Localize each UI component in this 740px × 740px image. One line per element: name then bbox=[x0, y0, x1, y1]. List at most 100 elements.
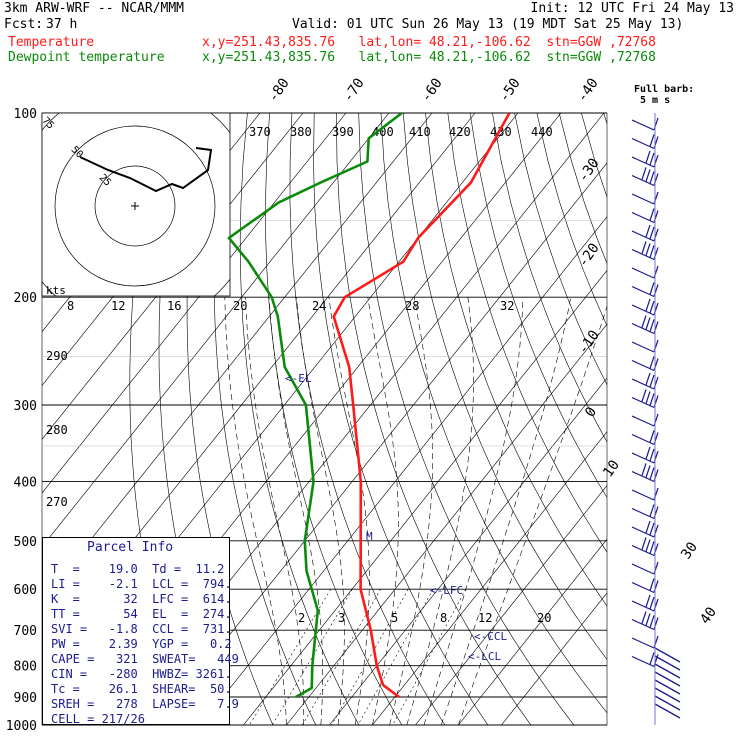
mixing-ratio-line bbox=[392, 589, 466, 725]
wind-barb bbox=[631, 285, 655, 298]
parcel-info-row: SREH = 278 LAPSE= 7.9 bbox=[51, 697, 239, 711]
mixing-ratio-line bbox=[357, 589, 434, 725]
hodograph-speed-tick: 24 bbox=[312, 299, 326, 313]
forecast-label: Fcst: bbox=[4, 17, 44, 32]
mixing-ratio-label: 5 bbox=[391, 611, 398, 625]
wind-barb-flag bbox=[649, 171, 655, 184]
wind-barb bbox=[631, 396, 655, 409]
wind-barb bbox=[631, 341, 655, 353]
parcel-info-row: CIN = -280 HWBZ= 3261. bbox=[51, 667, 232, 681]
isotherm-line bbox=[243, 270, 607, 725]
isotherm-line bbox=[157, 162, 607, 725]
barb-legend-title: Full barb: bbox=[634, 84, 694, 95]
hodograph-speed-tick: 20 bbox=[233, 299, 247, 313]
isotherm-line bbox=[200, 216, 607, 725]
wind-barb bbox=[654, 687, 681, 703]
parcel-info-row: CAPE = 321 SWEAT= 449 bbox=[51, 652, 239, 666]
moist-adiabat-line bbox=[367, 297, 399, 725]
dry-adiabat-line bbox=[289, 113, 446, 725]
moist-adiabat-grid bbox=[224, 297, 607, 725]
wind-barb-flag bbox=[649, 596, 655, 610]
parcel-level-annotation: <-LCL bbox=[468, 650, 501, 663]
mixing-ratio-line bbox=[272, 589, 353, 725]
wind-barb bbox=[631, 637, 655, 649]
dry-adiabat-line bbox=[558, 113, 607, 265]
isotherm-label: -30 bbox=[575, 155, 603, 185]
isotherm-label: -80 bbox=[265, 75, 293, 105]
parcel-info-title: Parcel Info bbox=[87, 540, 174, 555]
pressure-tick-label: 400 bbox=[14, 475, 37, 490]
hodograph-speed-tick: 12 bbox=[111, 299, 125, 313]
wind-barb-flag bbox=[645, 243, 651, 256]
pressure-tick-label: 800 bbox=[14, 660, 37, 675]
dry-adiabat-line bbox=[239, 113, 360, 725]
wind-barb bbox=[631, 618, 655, 631]
dry-adiabat-line bbox=[492, 113, 607, 443]
hodograph-box bbox=[41, 112, 231, 297]
wind-barb bbox=[631, 544, 655, 557]
parcel-info-row: CELL = 217/26 bbox=[51, 712, 145, 726]
wind-barb-flag bbox=[645, 169, 651, 182]
wind-barb-flag bbox=[645, 372, 651, 386]
parcel-info-row: TT = 54 EL = 274. bbox=[51, 607, 232, 621]
dewpoint-legend: Dewpoint temperature bbox=[8, 50, 165, 65]
dry-adiabat-line bbox=[313, 113, 489, 725]
init-time: Init: 12 UTC Fri 24 May 13 bbox=[530, 1, 735, 16]
dry-adiabat-line bbox=[626, 113, 740, 725]
wind-barb-flag bbox=[645, 594, 651, 608]
barb-legend-units: 5 m s bbox=[640, 95, 670, 106]
parcel-info-row: PW = 2.39 YGP = 0.2 bbox=[51, 637, 232, 651]
isotherm-line bbox=[42, 113, 347, 494]
wind-barb-flag bbox=[649, 504, 655, 517]
isotherm-line bbox=[42, 113, 433, 601]
wind-barb-flag bbox=[645, 613, 651, 626]
isotherm-line bbox=[501, 592, 607, 725]
wind-barb bbox=[631, 581, 655, 594]
wind-barb-flag bbox=[645, 317, 651, 330]
wind-barb-flag bbox=[641, 463, 647, 476]
potential-temperature-label: 290 bbox=[46, 349, 68, 363]
wind-barb-flag bbox=[641, 315, 647, 328]
wind-barb bbox=[631, 507, 655, 520]
isotherm-label: -40 bbox=[574, 75, 602, 105]
wind-barb-flag bbox=[641, 611, 647, 624]
isotherm-line bbox=[372, 431, 607, 725]
parcel-level-annotation: <-LFC bbox=[430, 584, 463, 597]
isotherm-label: -60 bbox=[418, 75, 446, 105]
wind-barb bbox=[631, 563, 655, 575]
pressure-tick-label: 500 bbox=[14, 535, 37, 550]
isotherm-label: 10 bbox=[600, 457, 623, 480]
moist-adiabat-line bbox=[406, 297, 474, 725]
hodograph-ring-25 bbox=[94, 165, 176, 247]
potential-temperature-label: 280 bbox=[46, 423, 68, 437]
isotherm-line bbox=[42, 113, 390, 548]
wind-barb-flag bbox=[649, 245, 655, 258]
dry-adiabat-line bbox=[358, 113, 575, 725]
wind-barb bbox=[631, 137, 655, 150]
wind-barb-flag bbox=[649, 578, 655, 591]
wind-barbs bbox=[631, 117, 681, 719]
forecast-hours: 37 h bbox=[46, 17, 78, 32]
wind-barb-flag bbox=[645, 150, 651, 164]
wind-barb bbox=[654, 695, 681, 711]
dewpoint-trace bbox=[227, 113, 403, 699]
potential-temperature-label: 400 bbox=[372, 125, 394, 139]
moist-adiabat-line bbox=[440, 297, 572, 725]
wind-barb bbox=[654, 647, 681, 663]
moist-adiabat-line bbox=[296, 297, 345, 725]
hodograph-speed-tick: 8 bbox=[67, 299, 74, 313]
wind-barb-flag bbox=[645, 298, 651, 312]
wind-barb-flag bbox=[645, 224, 651, 238]
potential-temperature-label: 420 bbox=[449, 125, 471, 139]
temperature-legend: Temperature bbox=[8, 35, 95, 50]
wind-barb-flag bbox=[649, 448, 655, 462]
wind-barb bbox=[631, 526, 655, 538]
isotherm-label: -70 bbox=[340, 75, 368, 105]
wind-barb-flag bbox=[649, 652, 655, 665]
parcel-level-annotation: <-CCL bbox=[474, 630, 507, 643]
dry-adiabat-line bbox=[581, 113, 607, 198]
dry-adiabat-line bbox=[425, 113, 607, 607]
wind-barb bbox=[631, 378, 655, 390]
wind-barb-flag bbox=[649, 208, 655, 221]
